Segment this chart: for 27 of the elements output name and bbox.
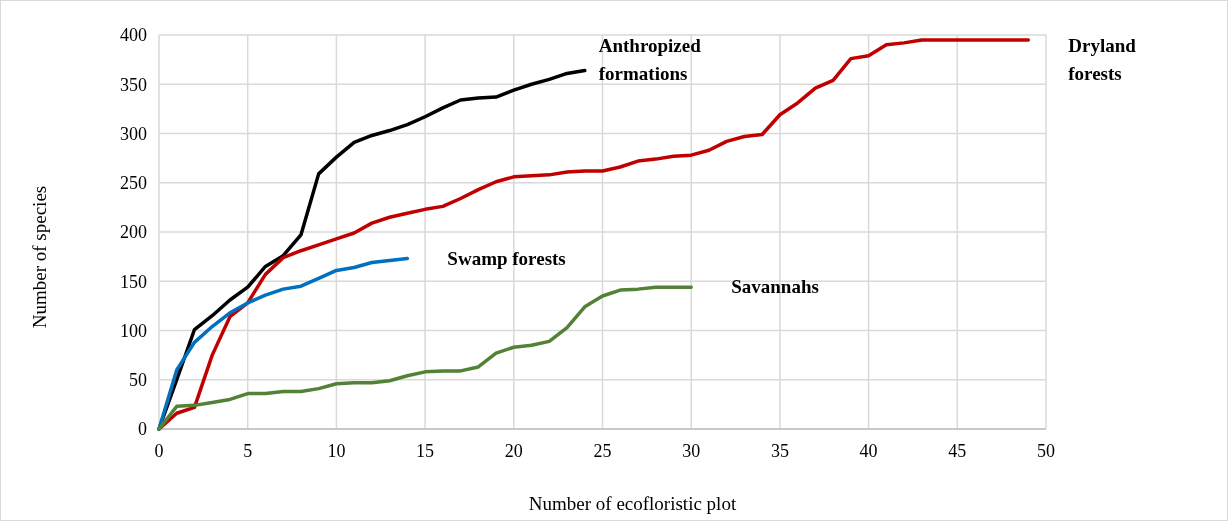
x-tick-label: 25 [593, 441, 612, 461]
text: Swamp forests [447, 247, 566, 269]
x-tick-label: 35 [770, 441, 789, 461]
y-tick-label: 100 [120, 320, 147, 341]
x-tick-label: 15 [416, 441, 435, 461]
x-tick-label: 45 [948, 441, 967, 461]
x-tick-label: 10 [327, 441, 346, 461]
y-tick-label: 400 [120, 25, 147, 46]
x-tick-label: 0 [154, 441, 164, 461]
y-tick-label: 150 [120, 271, 147, 292]
text: Savannahs [731, 276, 819, 298]
x-tick-label: 5 [243, 441, 253, 461]
x-axis-title: Number of ecofloristic plot [528, 493, 737, 514]
line-series [157, 285, 693, 431]
y-tick-label: 0 [138, 419, 147, 440]
y-tick-label: 200 [120, 222, 147, 243]
y-axis-title: Number of species [29, 185, 50, 329]
text: Dryland forests [1068, 35, 1137, 84]
series-label: Anthropized formations [598, 35, 702, 84]
y-tick-label: 250 [120, 173, 147, 194]
x-tick-label: 50 [1037, 441, 1055, 461]
x-tick-label: 20 [504, 441, 523, 461]
x-tick-label: 40 [859, 441, 878, 461]
y-tick-label: 50 [129, 370, 147, 391]
y-tick-label: 350 [120, 74, 147, 95]
y-tick-label: 300 [120, 123, 147, 144]
x-tick-label: 30 [682, 441, 701, 461]
